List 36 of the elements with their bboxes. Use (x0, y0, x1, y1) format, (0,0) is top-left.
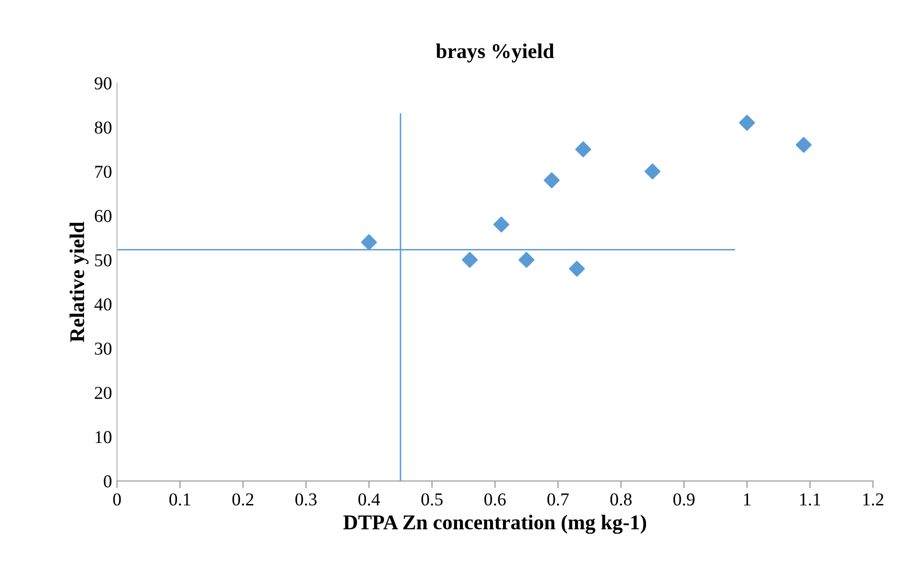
y-tick-label: 10 (96, 431, 112, 444)
point (644, 163, 660, 180)
x-tick-label: 0.3 (295, 493, 317, 506)
point (544, 172, 560, 188)
x-tick-label: 0 (113, 493, 121, 506)
x-tick-label: 1 (744, 493, 750, 506)
x-tick-label: 0.1 (169, 493, 190, 506)
x-tick-label: 0.5 (421, 493, 443, 506)
point (568, 260, 585, 277)
x-tick-label: 0.6 (484, 493, 506, 506)
point (796, 136, 812, 153)
x-tick-label: 0.4 (358, 493, 380, 506)
y-tick-label: 70 (95, 166, 112, 178)
x-tick-label: 0.8 (610, 493, 632, 506)
y-tick-label: 0 (104, 475, 112, 488)
y-tick-label: 90 (94, 77, 112, 90)
point (575, 141, 592, 158)
y-axis-title: Relative yield (70, 222, 89, 342)
x-tick-label: 1.1 (800, 493, 820, 506)
x-tick-label: 0.2 (232, 493, 254, 506)
y-tick-label: 40 (94, 298, 112, 311)
x-axis-title: DTPA Zn concentration (mg kg-1) (343, 514, 646, 534)
point (518, 252, 534, 268)
y-tick-label: 50 (95, 254, 112, 266)
chart-title: brays %yield (436, 44, 554, 62)
point (462, 252, 478, 268)
x-tick-label: 0.7 (547, 493, 569, 506)
point (361, 234, 377, 250)
point (493, 216, 510, 232)
y-tick-label: 80 (94, 121, 112, 134)
x-tick-label: 0.9 (673, 493, 695, 506)
x-tick-label: 1.2 (863, 493, 884, 506)
point (739, 114, 755, 131)
y-tick-label: 60 (94, 210, 112, 222)
y-tick-label: 30 (94, 342, 112, 355)
y-tick-label: 20 (94, 386, 112, 399)
